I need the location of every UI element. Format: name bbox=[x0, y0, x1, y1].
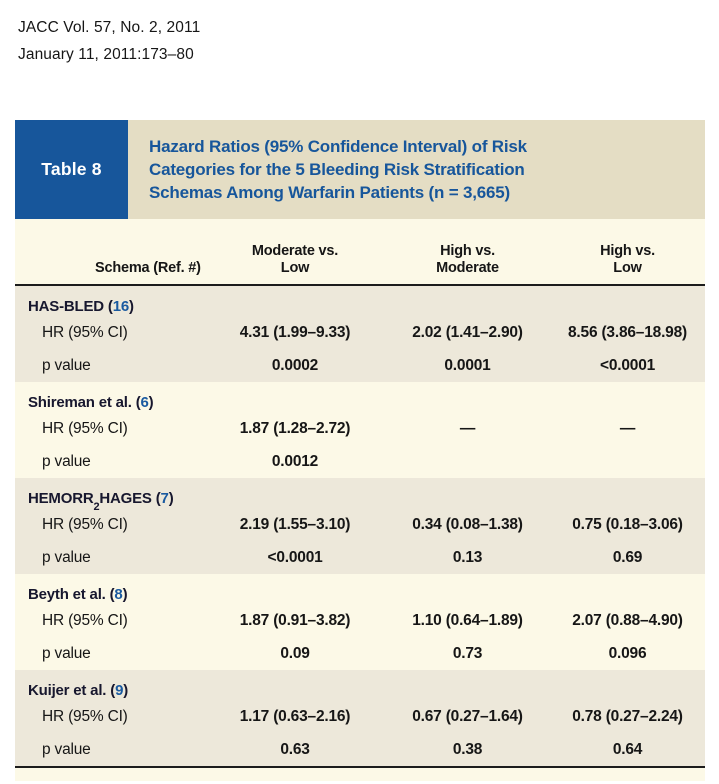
hr-label: HR (95% CI) bbox=[42, 515, 128, 533]
table-label: Table 8 bbox=[41, 159, 102, 179]
hr-label: HR (95% CI) bbox=[42, 419, 128, 437]
hr-row: HR (95% CI) 1.87 (0.91–3.82) 1.10 (0.64–… bbox=[15, 604, 705, 637]
p-value bbox=[550, 445, 705, 478]
column-header-high-vs-moderate: High vs. Moderate bbox=[436, 243, 499, 276]
table-title-banner: Table 8 Hazard Ratios (95% Confidence In… bbox=[15, 120, 705, 219]
p-value: 0.0002 bbox=[271, 356, 319, 374]
hr-value: 8.56 (3.86–18.98) bbox=[568, 323, 687, 341]
citation-line-2: January 11, 2011:173–80 bbox=[18, 46, 194, 63]
table-bottom-rule bbox=[15, 766, 705, 768]
p-value-row: p value 0.0002 0.0001 <0.0001 bbox=[15, 349, 705, 382]
p-value: <0.0001 bbox=[599, 356, 656, 374]
hr-value: 1.17 (0.63–2.16) bbox=[239, 707, 351, 725]
p-value-row: p value 0.63 0.38 0.64 bbox=[15, 733, 705, 766]
hr-row: HR (95% CI) 2.19 (1.55–3.10) 0.34 (0.08–… bbox=[15, 508, 705, 541]
column-header-schema: Schema (Ref. #) bbox=[95, 260, 201, 276]
reference-link[interactable]: 16 bbox=[112, 298, 130, 315]
p-value bbox=[385, 445, 550, 478]
p-label: p value bbox=[42, 644, 91, 662]
reference-link[interactable]: 8 bbox=[114, 586, 123, 603]
citation-line-1: JACC Vol. 57, No. 2, 2011 bbox=[18, 19, 201, 36]
p-value: 0.0012 bbox=[271, 452, 319, 470]
reference-link[interactable]: 6 bbox=[140, 394, 149, 411]
journal-citation: JACC Vol. 57, No. 2, 2011 January 11, 20… bbox=[18, 14, 200, 68]
schema-name: Shireman et al.(6) bbox=[28, 394, 154, 411]
hr-row: HR (95% CI) 4.31 (1.99–9.33) 2.02 (1.41–… bbox=[15, 316, 705, 349]
p-value-row: p value 0.09 0.73 0.096 bbox=[15, 637, 705, 670]
hr-value: 4.31 (1.99–9.33) bbox=[239, 323, 351, 341]
p-label: p value bbox=[42, 452, 91, 470]
p-value: 0.096 bbox=[608, 644, 647, 662]
hr-value: 0.34 (0.08–1.38) bbox=[412, 515, 523, 533]
table-title-line-1: Hazard Ratios (95% Confidence Interval) … bbox=[149, 137, 527, 156]
p-value: 0.38 bbox=[452, 740, 483, 758]
p-value: 0.64 bbox=[612, 740, 643, 758]
p-value: 0.09 bbox=[280, 644, 310, 662]
hr-value: 2.07 (0.88–4.90) bbox=[572, 611, 683, 629]
table-footer-strip bbox=[15, 768, 705, 781]
column-header-moderate-vs-low: Moderate vs. Low bbox=[251, 243, 339, 276]
table-label-box: Table 8 bbox=[15, 120, 128, 219]
hr-value: 2.19 (1.55–3.10) bbox=[239, 515, 351, 533]
p-value-row: p value 0.0012 bbox=[15, 445, 705, 478]
p-label: p value bbox=[42, 356, 91, 374]
p-value: 0.73 bbox=[452, 644, 483, 662]
hr-label: HR (95% CI) bbox=[42, 611, 128, 629]
reference-link[interactable]: 9 bbox=[115, 682, 124, 699]
hr-value: — bbox=[619, 419, 636, 437]
hr-value: 0.75 (0.18–3.06) bbox=[572, 515, 683, 533]
p-label: p value bbox=[42, 740, 91, 758]
schema-name: Beyth et al.(8) bbox=[28, 586, 128, 603]
p-value: 0.63 bbox=[280, 740, 310, 758]
hr-value: 0.78 (0.27–2.24) bbox=[572, 707, 683, 725]
schema-section-beyth: Beyth et al.(8) HR (95% CI) 1.87 (0.91–3… bbox=[15, 574, 705, 670]
p-value-row: p value <0.0001 0.13 0.69 bbox=[15, 541, 705, 574]
p-value: 0.0001 bbox=[444, 356, 491, 374]
schema-section-kuijer: Kuijer et al.(9) HR (95% CI) 1.17 (0.63–… bbox=[15, 670, 705, 766]
schema-section-shireman: Shireman et al.(6) HR (95% CI) 1.87 (1.2… bbox=[15, 382, 705, 478]
p-value: <0.0001 bbox=[267, 548, 323, 566]
column-header-high-vs-low: High vs. Low bbox=[600, 243, 655, 276]
hr-value: 1.87 (1.28–2.72) bbox=[239, 419, 351, 437]
table-title-line-2: Categories for the 5 Bleeding Risk Strat… bbox=[149, 160, 525, 179]
table-body: Schema (Ref. #) Moderate vs. Low High vs… bbox=[15, 219, 705, 781]
schema-name: Kuijer et al.(9) bbox=[28, 682, 129, 699]
p-value: 0.13 bbox=[452, 548, 483, 566]
table-title-line-3: Schemas Among Warfarin Patients (n = 3,6… bbox=[149, 183, 510, 202]
p-label: p value bbox=[42, 548, 91, 566]
schema-name: HAS-BLED(16) bbox=[28, 298, 134, 315]
reference-link[interactable]: 7 bbox=[160, 490, 169, 507]
hr-row: HR (95% CI) 1.17 (0.63–2.16) 0.67 (0.27–… bbox=[15, 700, 705, 733]
schema-section-hemorr2hages: HEMORR 2 HAGES(7) HR (95% CI) 2.19 (1.55–3… bbox=[15, 478, 705, 574]
p-value: 0.69 bbox=[612, 548, 643, 566]
hr-value: 2.02 (1.41–2.90) bbox=[412, 323, 523, 341]
hr-value: — bbox=[459, 419, 476, 437]
hr-value: 1.87 (0.91–3.82) bbox=[239, 611, 351, 629]
hr-value: 1.10 (0.64–1.89) bbox=[412, 611, 523, 629]
hr-value: 0.67 (0.27–1.64) bbox=[412, 707, 523, 725]
hr-label: HR (95% CI) bbox=[42, 323, 128, 341]
table-title: Hazard Ratios (95% Confidence Interval) … bbox=[128, 120, 705, 219]
schema-name: HEMORR 2 HAGES(7) bbox=[28, 490, 174, 513]
hr-label: HR (95% CI) bbox=[42, 707, 128, 725]
hr-row: HR (95% CI) 1.87 (1.28–2.72) — — bbox=[15, 412, 705, 445]
column-header-row: Schema (Ref. #) Moderate vs. Low High vs… bbox=[15, 219, 705, 286]
schema-section-has-bled: HAS-BLED(16) HR (95% CI) 4.31 (1.99–9.33… bbox=[15, 286, 705, 382]
table-8: Table 8 Hazard Ratios (95% Confidence In… bbox=[15, 120, 705, 781]
